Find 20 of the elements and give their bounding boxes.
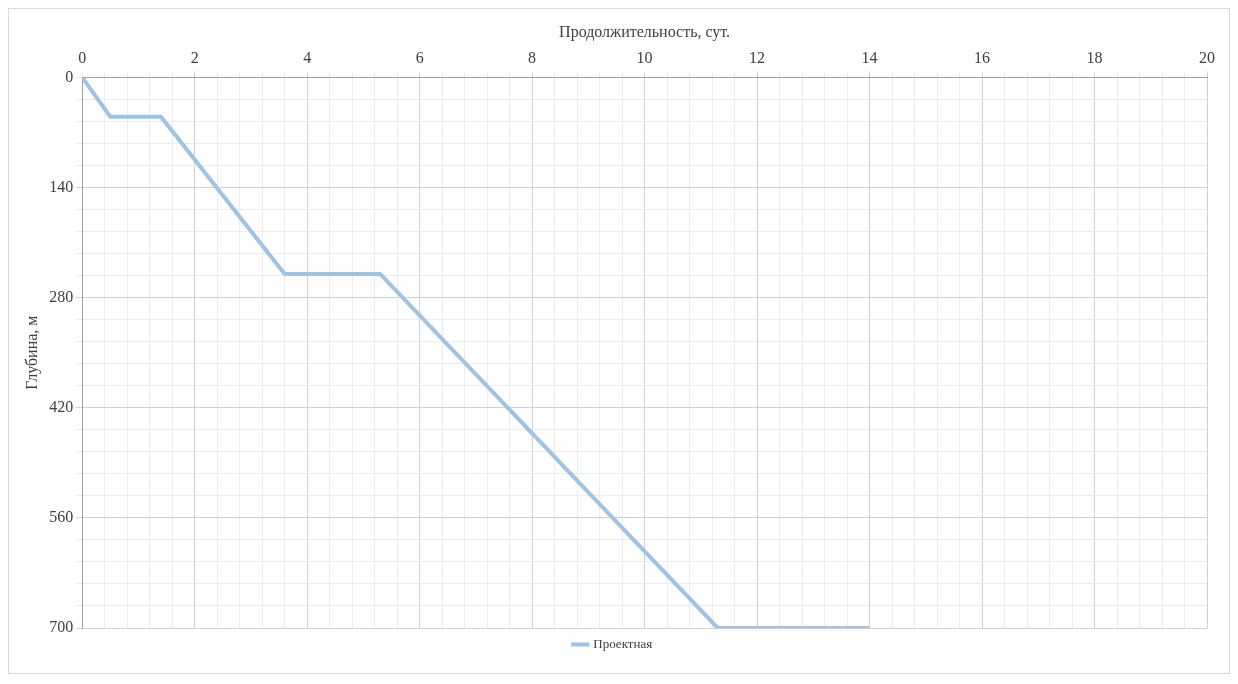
x-tick-label: 14 xyxy=(861,49,878,66)
legend-label: Проектная xyxy=(593,635,653,651)
x-tick-label: 18 xyxy=(1086,49,1103,66)
x-tick-label: 2 xyxy=(190,49,199,66)
x-tick-label: 16 xyxy=(974,49,991,66)
x-axis-title: Продолжительность, сут. xyxy=(559,22,731,41)
y-axis-title: Глубина, м xyxy=(22,315,41,390)
y-tick-label: 420 xyxy=(49,397,74,415)
x-tick-label: 6 xyxy=(415,49,424,66)
x-tick-label: 10 xyxy=(636,49,653,66)
y-tick-label: 280 xyxy=(49,287,74,305)
y-tick-label: 700 xyxy=(49,618,74,636)
x-tick-label: 0 xyxy=(78,49,87,66)
y-tick-label: 0 xyxy=(65,67,74,85)
x-tick-label: 12 xyxy=(749,49,766,66)
x-tick-label: 20 xyxy=(1199,49,1215,66)
y-tick-label: 140 xyxy=(49,177,74,195)
y-tick-label: 560 xyxy=(49,508,74,526)
x-tick-label: 8 xyxy=(528,49,537,66)
x-tick-label: 4 xyxy=(303,49,312,66)
